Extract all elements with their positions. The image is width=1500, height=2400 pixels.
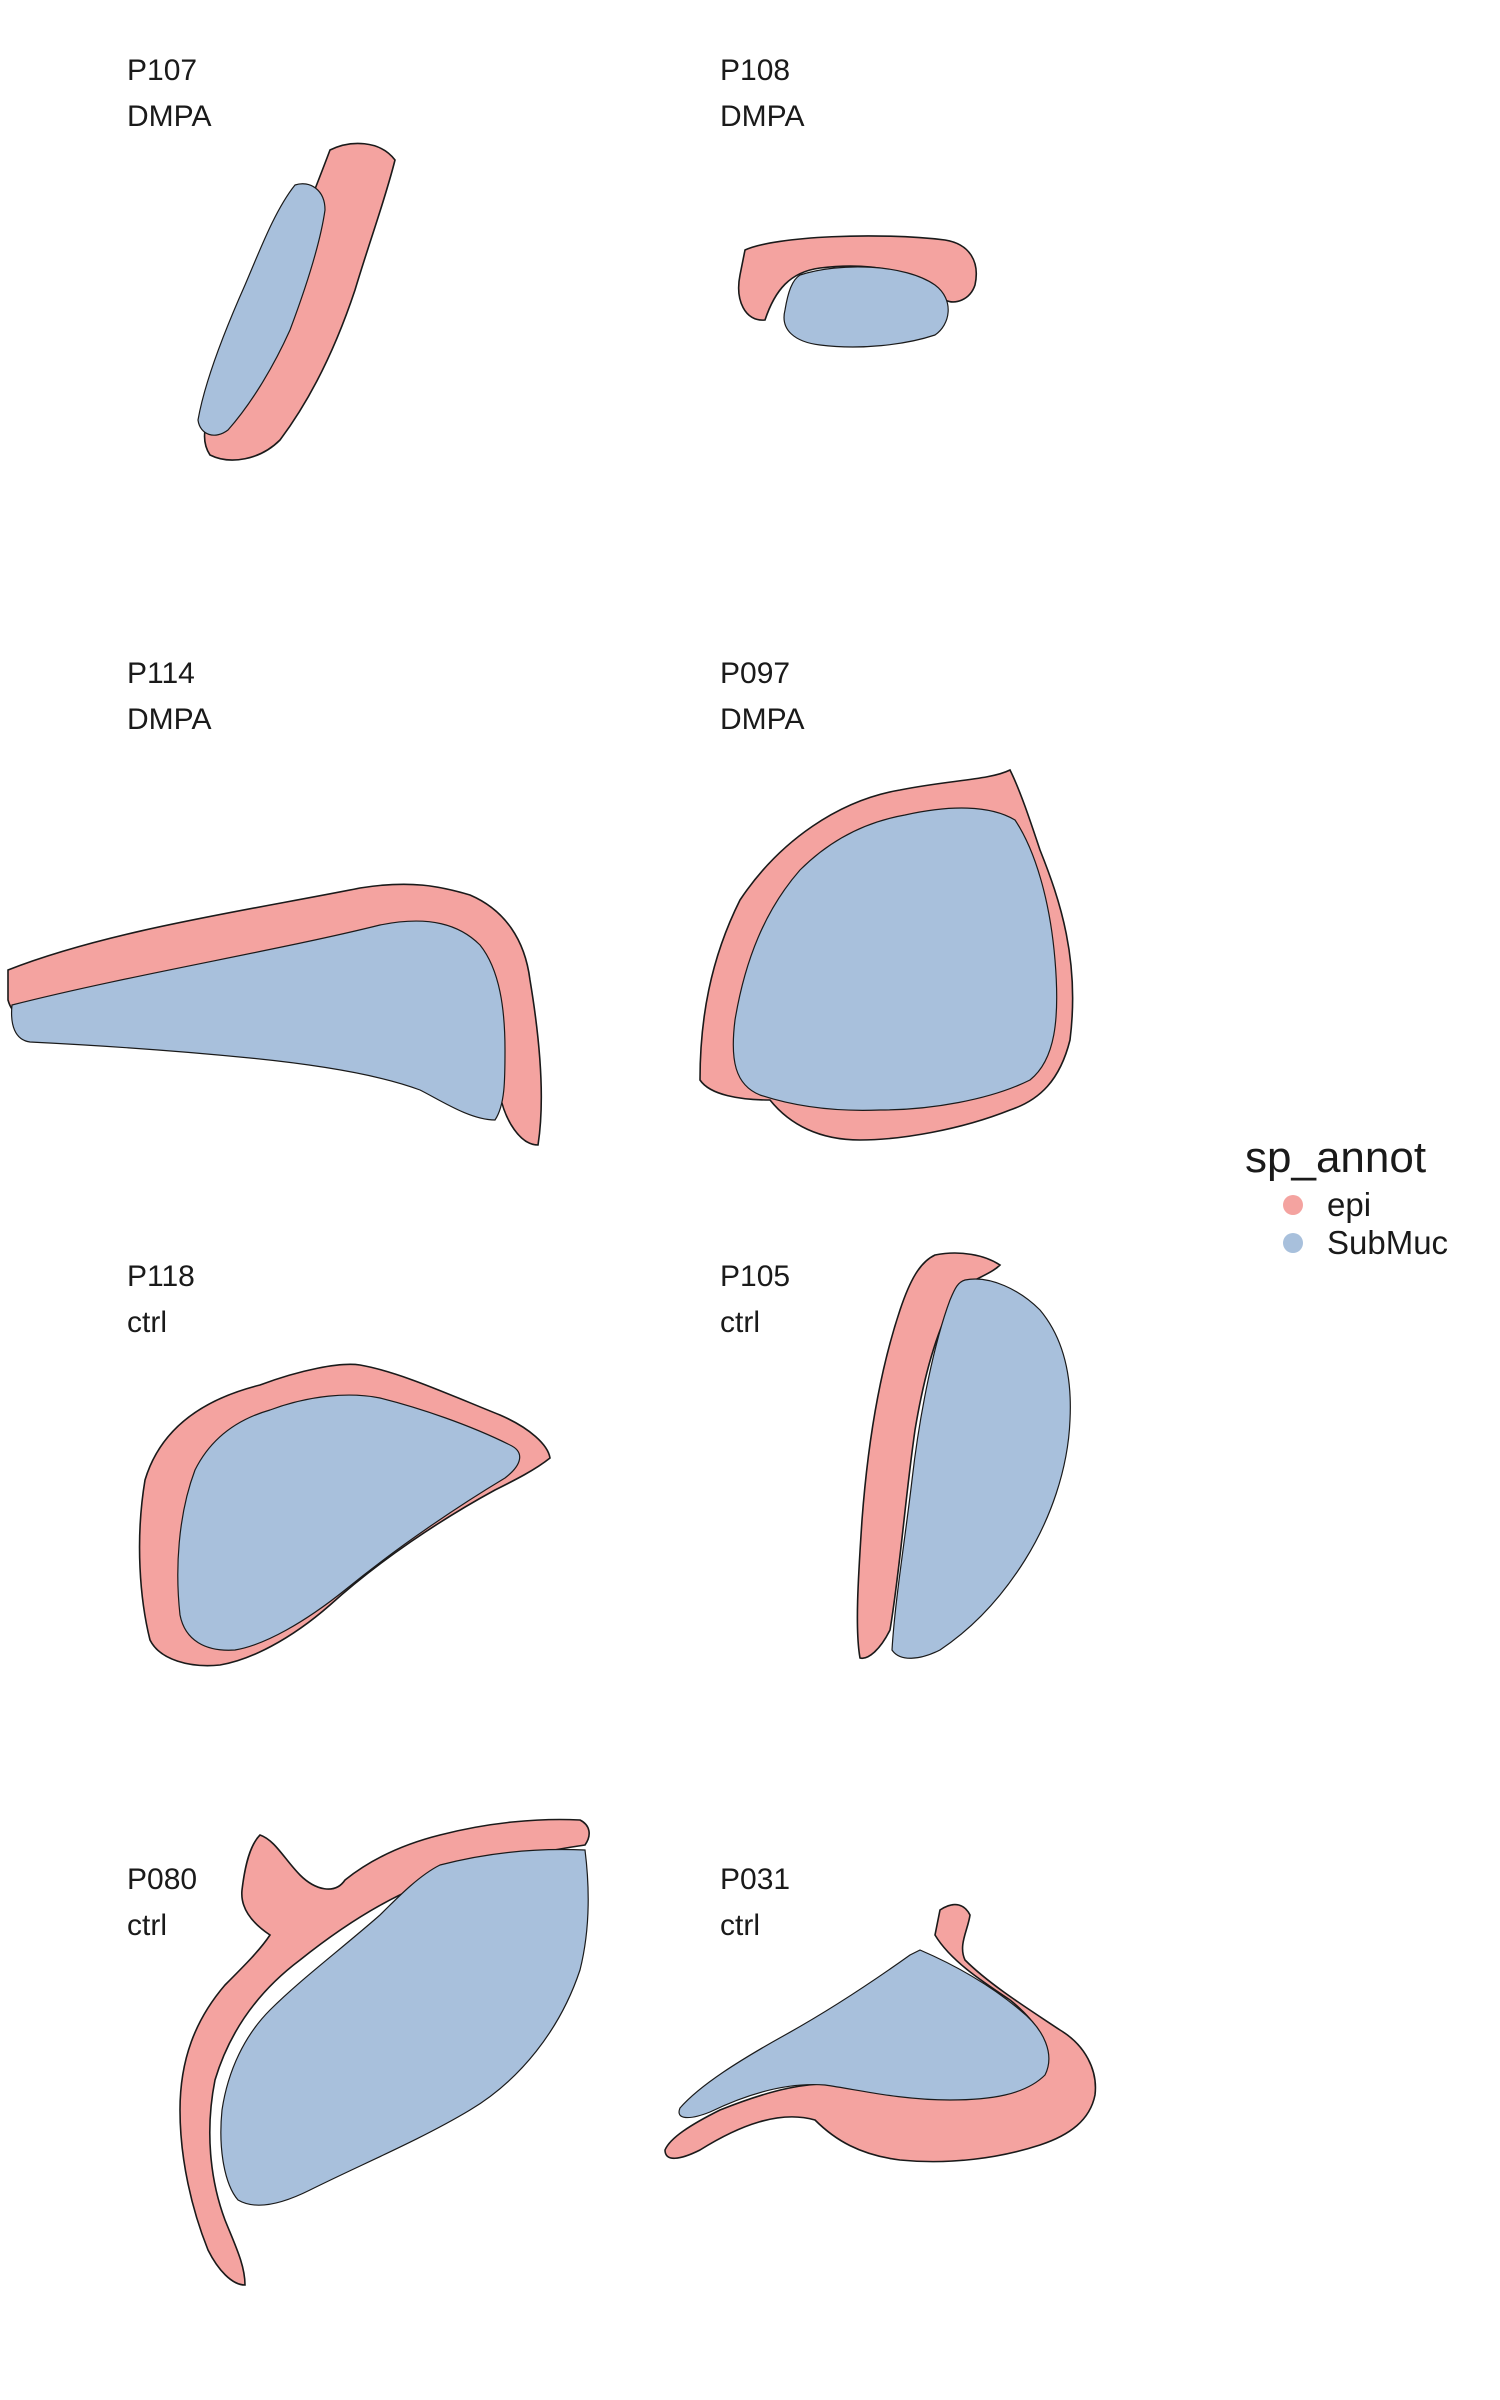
facet-sample-label: P114 xyxy=(127,657,195,690)
facet-group-label: ctrl xyxy=(127,1306,167,1339)
facet-title-p108: P108 DMPA xyxy=(720,48,804,140)
facet-sample-label: P080 xyxy=(127,1863,198,1896)
epi-region xyxy=(179,1818,590,2286)
submuc-region xyxy=(732,807,1058,1111)
facet-title-p080: P080 ctrl xyxy=(127,1857,197,1949)
submuc-region xyxy=(197,183,326,436)
legend-item-epi: epi xyxy=(1283,1186,1448,1224)
facet-sample-label: P097 xyxy=(720,657,791,690)
legend-title: sp_annot xyxy=(1245,1133,1427,1182)
facet-title-p105: P105 ctrl xyxy=(720,1254,790,1346)
legend-label-submuc: SubMuc xyxy=(1327,1224,1449,1261)
legend-key-epi xyxy=(1283,1195,1303,1215)
legend-key-submuc xyxy=(1283,1233,1303,1253)
submuc-region xyxy=(177,1394,521,1651)
facet-group-label: DMPA xyxy=(720,100,805,133)
facet-title-p118: P118 ctrl xyxy=(127,1254,195,1346)
submuc-region xyxy=(220,1848,589,2206)
submuc-region xyxy=(10,920,506,1121)
facet-group-label: DMPA xyxy=(720,703,805,736)
legend-label-epi: epi xyxy=(1327,1186,1372,1223)
legend: sp_annot epi SubMuc xyxy=(1245,1130,1448,1262)
facet-sample-label: P105 xyxy=(720,1260,791,1293)
facet-group-label: ctrl xyxy=(720,1909,760,1942)
facet-sample-label: P108 xyxy=(720,54,791,87)
submuc-region xyxy=(783,266,949,348)
submuc-region xyxy=(678,1949,1050,2119)
facet-sample-label: P107 xyxy=(127,54,198,87)
facet-group-label: ctrl xyxy=(720,1306,760,1339)
facet-sample-label: P118 xyxy=(127,1260,195,1293)
facet-title-p114: P114 DMPA xyxy=(127,651,211,743)
legend-item-submuc: SubMuc xyxy=(1283,1224,1448,1262)
facet-group-label: DMPA xyxy=(127,100,212,133)
facet-group-label: DMPA xyxy=(127,703,212,736)
submuc-region xyxy=(891,1278,1071,1659)
facet-title-p097: P097 DMPA xyxy=(720,651,804,743)
facet-title-p031: P031 ctrl xyxy=(720,1857,790,1949)
facet-sample-label: P031 xyxy=(720,1863,791,1896)
facet-group-label: ctrl xyxy=(127,1909,167,1942)
facet-title-p107: P107 DMPA xyxy=(127,48,211,140)
